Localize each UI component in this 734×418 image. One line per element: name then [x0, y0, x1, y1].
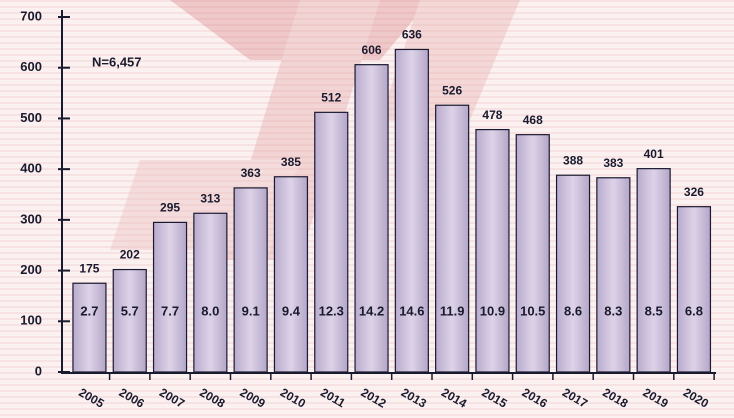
- value-label: 388: [563, 153, 583, 167]
- y-tick-label: 0: [35, 363, 42, 378]
- value-label: 478: [482, 108, 502, 122]
- value-label: 385: [281, 155, 301, 169]
- inner-label: 11.9: [440, 303, 465, 318]
- bar: [73, 283, 106, 372]
- value-label: 313: [200, 191, 220, 205]
- inner-label: 9.4: [282, 303, 301, 318]
- value-label: 401: [644, 147, 664, 161]
- inner-label: 9.1: [242, 303, 260, 318]
- y-tick-label: 500: [20, 110, 42, 125]
- bar: [355, 65, 388, 372]
- inner-label: 6.8: [685, 303, 703, 318]
- inner-label: 5.7: [121, 303, 139, 318]
- bar: [516, 135, 549, 372]
- inner-label: 8.6: [564, 303, 582, 318]
- bar: [194, 213, 227, 372]
- value-label: 512: [321, 91, 341, 105]
- y-tick-label: 300: [20, 211, 42, 226]
- inner-label: 10.9: [480, 303, 505, 318]
- bar: [234, 188, 267, 372]
- y-tick-label: 600: [20, 59, 42, 74]
- y-tick-label: 700: [20, 8, 42, 23]
- bar: [557, 175, 590, 372]
- y-tick-label: 100: [20, 313, 42, 328]
- chart: N=6,457 01002003004005006007001752.72005…: [0, 0, 734, 418]
- inner-label: 12.3: [319, 303, 344, 318]
- page: {"chart_data": {"type": "bar", "annotati…: [0, 0, 734, 418]
- bar: [637, 169, 670, 372]
- value-label: 636: [402, 28, 422, 42]
- inner-label: 10.5: [520, 303, 545, 318]
- value-label: 295: [160, 201, 180, 215]
- inner-label: 8.0: [201, 303, 219, 318]
- bar: [154, 222, 187, 372]
- bar: [476, 130, 509, 372]
- value-label: 175: [79, 261, 99, 275]
- value-label: 202: [120, 248, 140, 262]
- value-label: 526: [442, 83, 462, 97]
- value-label: 606: [362, 43, 382, 57]
- value-label: 383: [603, 156, 623, 170]
- inner-label: 7.7: [161, 303, 179, 318]
- inner-label: 2.7: [80, 303, 98, 318]
- inner-label: 14.6: [399, 303, 424, 318]
- bar: [315, 112, 348, 372]
- bar: [597, 178, 630, 372]
- value-label: 468: [523, 113, 543, 127]
- value-label: 326: [684, 185, 704, 199]
- bar: [113, 270, 146, 372]
- value-label: 363: [241, 166, 261, 180]
- inner-label: 8.3: [604, 303, 622, 318]
- bar: [677, 207, 710, 372]
- inner-label: 14.2: [359, 303, 384, 318]
- inner-label: 8.5: [645, 303, 663, 318]
- bar: [395, 49, 428, 372]
- y-tick-label: 400: [20, 161, 42, 176]
- bar: [274, 177, 307, 372]
- bar: [436, 105, 469, 372]
- y-tick-label: 200: [20, 262, 42, 277]
- annotation: N=6,457: [92, 54, 142, 69]
